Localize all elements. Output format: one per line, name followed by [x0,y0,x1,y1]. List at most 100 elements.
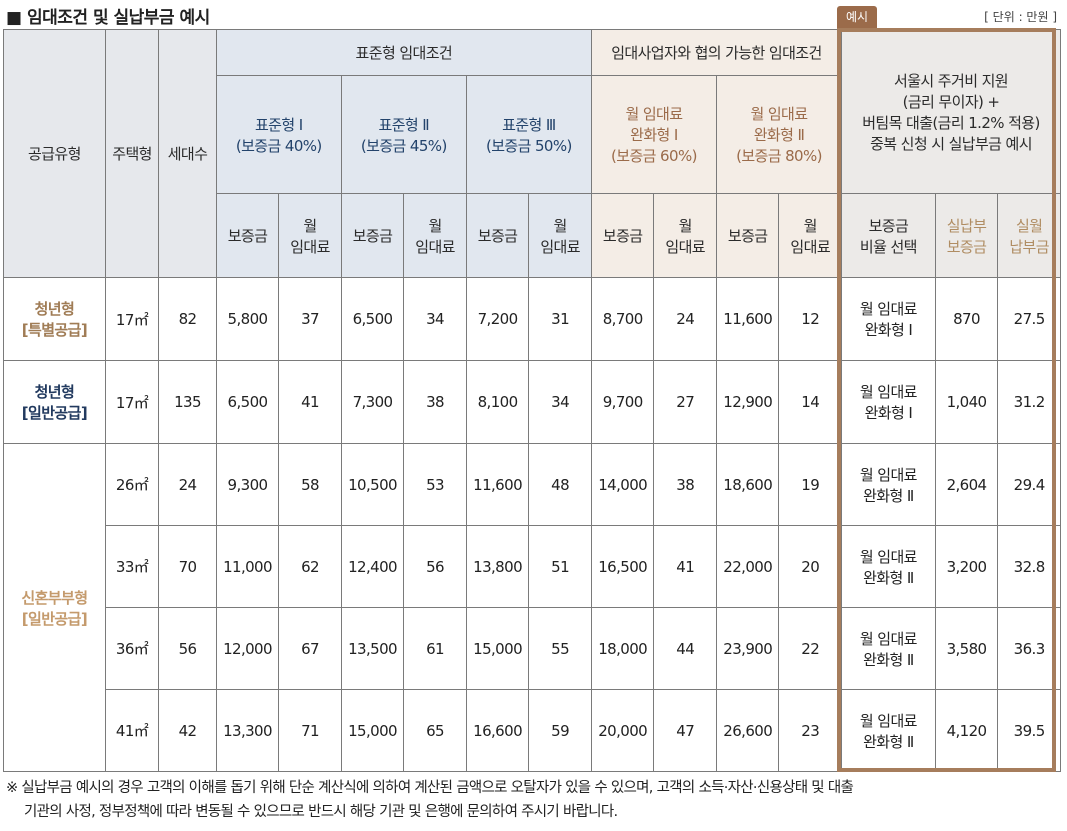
cell-deposit: 13,800 [465,525,530,608]
real-rent-line1: 실월 [1015,216,1043,235]
cell-rent: 27 [653,360,717,444]
cell-rent: 61 [403,607,467,690]
cell-rent: 24 [653,277,717,361]
header-deposit: 보증금 [590,193,655,278]
sel-line2: 완화형 Ⅰ [864,321,913,339]
sel-line1: 월 임대료 [859,300,918,318]
cell-deposit: 8,100 [465,360,530,444]
example-group-line3: 버팀목 대출(금리 1.2% 적용) [862,113,1040,132]
group-line2: [일반공급] [21,404,88,422]
header-deposit: 보증금 [340,193,405,278]
sel-line2: 완화형 Ⅱ [863,486,914,505]
header-deposit: 보증금 [715,193,780,278]
cell-deposit: 12,400 [340,525,405,608]
header-standard-1: 표준형 Ⅰ (보증금 40%) [215,75,342,194]
header-eased-1: 월 임대료 완화형 Ⅰ (보증금 60%) [590,75,717,194]
rent-line2: 임대료 [790,237,831,256]
cell-real-deposit: 870 [934,277,999,361]
cell-rent: 71 [278,689,342,772]
cell-rent: 14 [778,360,842,444]
cell-rent: 38 [653,443,717,526]
group-youth-special: 청년형 [특별공급] [3,277,106,361]
cell-households: 82 [158,277,217,361]
neg2-line2: 완화형 Ⅱ [753,126,805,144]
cell-deposit: 18,600 [715,443,780,526]
cell-deposit: 12,900 [715,360,780,444]
cell-deposit: 6,500 [215,360,280,444]
group-line1: 신혼부부형 [21,588,88,607]
cell-deposit: 14,000 [590,443,655,526]
ratio-line2: 비율 선택 [859,237,918,256]
cell-rent: 34 [528,360,592,444]
cell-rent: 56 [403,525,467,608]
cell-rent: 51 [528,525,592,608]
group-youth-general: 청년형 [일반공급] [3,360,106,444]
cell-deposit: 20,000 [590,689,655,772]
cell-rent: 20 [778,525,842,608]
std3-line1: 표준형 Ⅲ [502,115,556,134]
cell-real-rent: 31.2 [997,360,1061,444]
cell-rent: 53 [403,443,467,526]
cell-real-rent: 36.3 [997,607,1061,690]
cell-households: 24 [158,443,217,526]
cell-deposit: 7,200 [465,277,530,361]
header-example-group: 서울시 주거비 지원 (금리 무이자) + 버팀목 대출(금리 1.2% 적용)… [841,29,1061,194]
cell-deposit: 11,000 [215,525,280,608]
header-house-type: 주택형 [104,29,160,278]
sel-line1: 월 임대료 [859,629,918,648]
sel-line1: 월 임대료 [859,547,918,566]
cell-deposit: 8,700 [590,277,655,361]
footnote-line1: ※ 실납부금 예시의 경우 고객의 이해를 돕기 위해 단순 계산식에 의하여 … [6,780,854,796]
rent-line1: 월 [678,216,693,235]
cell-real-rent: 32.8 [997,525,1061,608]
rent-line2: 임대료 [540,237,580,256]
group-line1: 청년형 [34,383,75,401]
neg2-line3: (보증금 80%) [736,147,822,165]
header-standard-3: 표준형 Ⅲ (보증금 50%) [465,75,592,194]
cell-real-deposit: 1,040 [934,360,999,444]
footnote: ※ 실납부금 예시의 경우 고객의 이해를 돕기 위해 단순 계산식에 의하여 … [6,776,1064,824]
cell-deposit: 22,000 [715,525,780,608]
ratio-line1: 보증금 [868,216,909,235]
header-rent: 월 임대료 [403,193,467,278]
cell-real-rent: 29.4 [997,443,1061,526]
cell-real-rent: 27.5 [997,277,1061,361]
cell-real-deposit: 2,604 [934,443,999,526]
std2-line1: 표준형 Ⅱ [378,115,430,134]
cell-deposit: 9,300 [215,443,280,526]
group-line2: [특별공급] [21,321,88,339]
rent-line1: 월 [553,216,568,235]
cell-deposit: 9,700 [590,360,655,444]
sel-line2: 완화형 Ⅱ [863,568,914,587]
real-dep-line1: 실납부 [946,216,987,235]
cell-real-deposit: 3,200 [934,525,999,608]
cell-ratio-select: 월 임대료 완화형 Ⅱ [841,689,936,772]
cell-size: 36㎡ [104,607,160,690]
neg1-line3: (보증금 60%) [611,147,697,165]
example-group-line4: 중복 신청 시 실납부금 예시 [870,134,1032,153]
sel-line2: 완화형 Ⅱ [863,732,914,751]
sel-line2: 완화형 Ⅰ [864,404,913,422]
cell-households: 42 [158,689,217,772]
rent-line1: 월 [428,216,442,235]
cell-deposit: 16,600 [465,689,530,772]
cell-rent: 41 [278,360,342,444]
header-real-rent: 실월 납부금 [997,193,1061,278]
cell-rent: 44 [653,607,717,690]
cell-ratio-select: 월 임대료 완화형 Ⅱ [841,443,936,526]
neg1-line2: 완화형 Ⅰ [630,126,678,144]
header-deposit: 보증금 [465,193,530,278]
sel-line2: 완화형 Ⅱ [863,650,914,669]
cell-rent: 22 [778,607,842,690]
cell-deposit: 12,000 [215,607,280,690]
cell-rent: 31 [528,277,592,361]
cell-rent: 34 [403,277,467,361]
cell-deposit: 13,500 [340,607,405,690]
cell-rent: 19 [778,443,842,526]
cell-households: 56 [158,607,217,690]
cell-rent: 12 [778,277,842,361]
cell-deposit: 15,000 [465,607,530,690]
